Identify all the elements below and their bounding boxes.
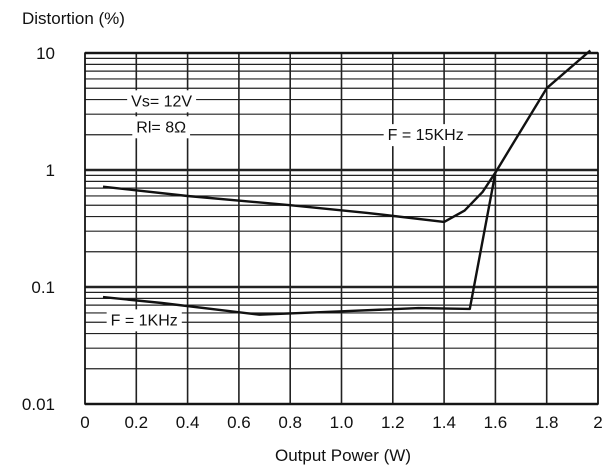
annotation-label: Vs= 12V: [131, 93, 192, 110]
y-tick-label: 1: [46, 161, 55, 180]
series-line: [102, 172, 497, 316]
x-tick-label: 2: [593, 413, 602, 432]
x-tick-label: 1.6: [484, 413, 508, 432]
annotation-label: F = 15KHz: [388, 127, 464, 144]
x-tick-label: 1.0: [330, 413, 354, 432]
plot-frame: [84, 52, 599, 405]
y-axis-title: Distortion (%): [22, 9, 125, 28]
tick-labels: 0 0.2 0.4 0.6 0.8 1.0 1.2 1.4 1.6 1.8 2 0.01 0.1 1 10: [22, 44, 603, 432]
annotation-background: [383, 124, 468, 147]
x-axis-title: Output Power (W): [275, 446, 411, 465]
x-tick-label: 0.8: [278, 413, 302, 432]
y-tick-label: 0.01: [22, 395, 55, 414]
annotation-background: [106, 309, 182, 332]
data-series: [102, 49, 592, 316]
x-tick-label: 1.8: [535, 413, 559, 432]
y-tick-label: 0.1: [31, 278, 55, 297]
y-tick-label: 10: [36, 44, 55, 63]
x-tick-label: 0.6: [227, 413, 251, 432]
x-tick-label: 0.2: [124, 413, 148, 432]
x-tick-label: 0.4: [176, 413, 200, 432]
annotations: Vs= 12V Rl= 8Ω F = 15KHz F = 1KHz: [106, 90, 468, 332]
annotation-background: [132, 116, 191, 139]
annotation-label: Rl= 8Ω: [136, 119, 186, 136]
x-tick-label: 1.2: [381, 413, 405, 432]
annotation-label: F = 1KHz: [111, 312, 178, 329]
annotation-background: [127, 90, 197, 113]
series-line: [102, 49, 592, 224]
x-tick-label: 1.4: [432, 413, 456, 432]
x-tick-label: 0: [80, 413, 89, 432]
